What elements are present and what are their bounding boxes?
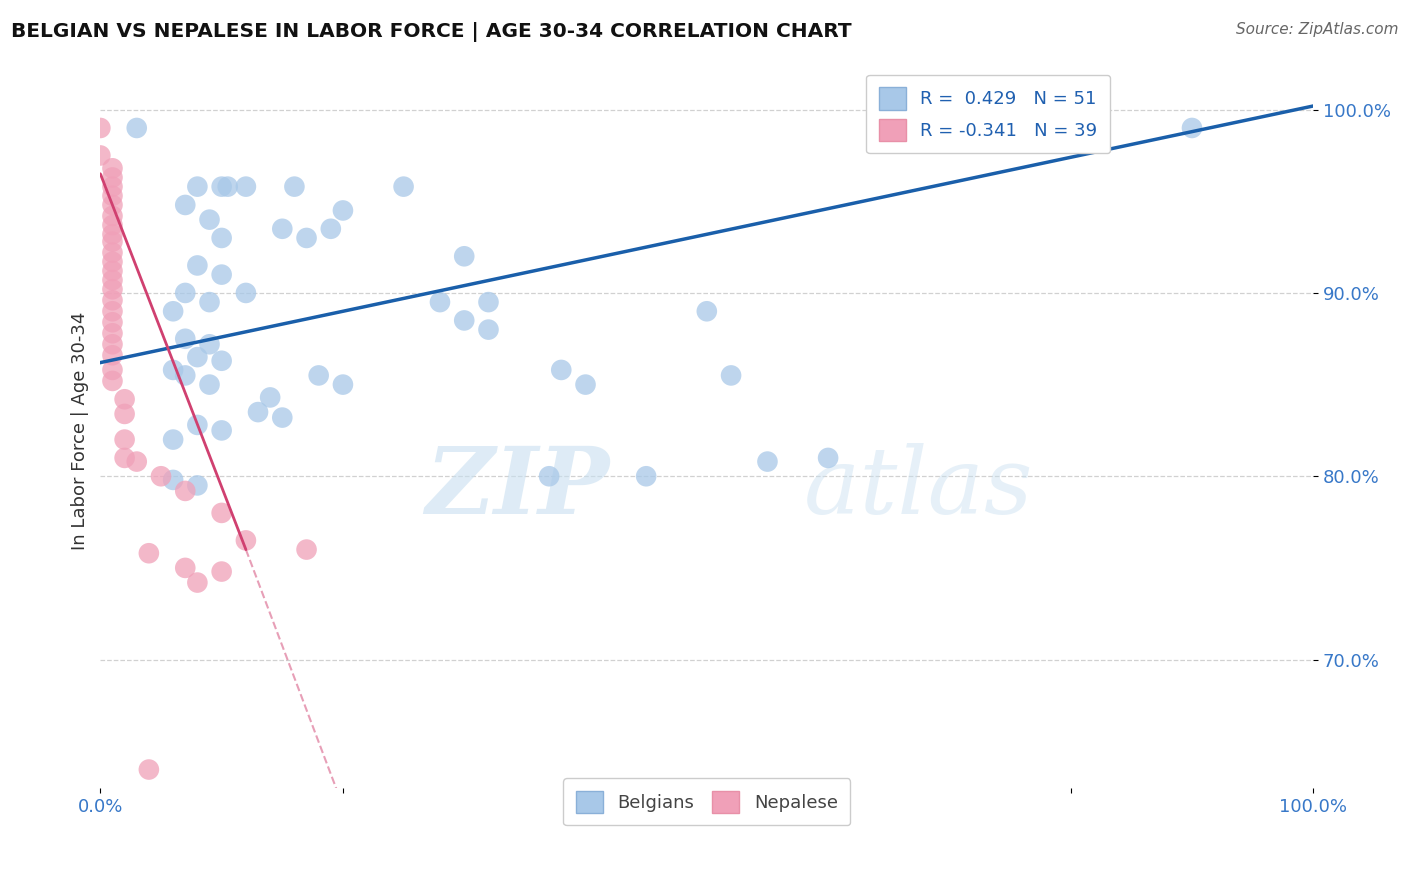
Point [125,454,148,468]
Point [538,469,561,483]
Point [114,407,136,421]
Point [101,363,124,377]
Point [101,304,124,318]
Point [429,295,451,310]
Point [174,285,197,300]
Point [125,120,148,135]
Point [101,245,124,260]
Point [696,304,718,318]
Point [211,353,233,368]
Text: atlas: atlas [804,442,1033,533]
Point [550,363,572,377]
Point [89,148,111,162]
Point [101,235,124,249]
Point [101,227,124,242]
Point [186,350,208,364]
Point [101,282,124,296]
Point [186,417,208,432]
Point [101,170,124,185]
Point [114,450,136,465]
Point [198,337,221,351]
Point [174,198,197,212]
Point [198,295,221,310]
Text: ZIP: ZIP [426,442,610,533]
Point [174,483,197,498]
Point [198,212,221,227]
Point [817,450,839,465]
Point [174,561,197,575]
Point [453,313,475,327]
Point [186,179,208,194]
Point [186,259,208,273]
Point [295,542,318,557]
Point [211,268,233,282]
Point [186,478,208,492]
Point [101,218,124,232]
Point [101,326,124,341]
Point [319,221,342,235]
Point [186,575,208,590]
Text: Source: ZipAtlas.com: Source: ZipAtlas.com [1236,22,1399,37]
Point [283,179,305,194]
Y-axis label: In Labor Force | Age 30-34: In Labor Force | Age 30-34 [72,311,89,549]
Point [162,433,184,447]
Point [636,469,658,483]
Point [101,374,124,388]
Point [211,424,233,438]
Point [308,368,330,383]
Point [101,273,124,287]
Point [453,249,475,263]
Point [138,546,160,560]
Point [101,293,124,308]
Point [101,254,124,268]
Legend: Belgians, Nepalese: Belgians, Nepalese [564,778,851,825]
Point [174,332,197,346]
Point [162,473,184,487]
Point [211,179,233,194]
Point [101,315,124,329]
Point [477,295,499,310]
Point [295,231,318,245]
Point [217,179,239,194]
Point [174,368,197,383]
Point [332,377,354,392]
Point [114,433,136,447]
Point [235,285,257,300]
Point [101,348,124,362]
Point [720,368,742,383]
Point [138,763,160,777]
Point [101,161,124,176]
Point [574,377,596,392]
Point [101,264,124,278]
Point [477,323,499,337]
Point [101,198,124,212]
Point [271,221,294,235]
Point [211,565,233,579]
Point [150,469,173,483]
Point [1181,120,1204,135]
Point [114,392,136,407]
Point [235,179,257,194]
Point [211,231,233,245]
Point [89,120,111,135]
Point [162,304,184,318]
Point [392,179,415,194]
Point [198,377,221,392]
Point [162,363,184,377]
Point [101,337,124,351]
Point [235,533,257,548]
Text: BELGIAN VS NEPALESE IN LABOR FORCE | AGE 30-34 CORRELATION CHART: BELGIAN VS NEPALESE IN LABOR FORCE | AGE… [11,22,852,42]
Point [247,405,270,419]
Point [756,454,779,468]
Point [332,203,354,218]
Point [211,506,233,520]
Point [259,391,281,405]
Point [101,209,124,223]
Point [101,179,124,194]
Point [101,188,124,202]
Point [271,410,294,425]
